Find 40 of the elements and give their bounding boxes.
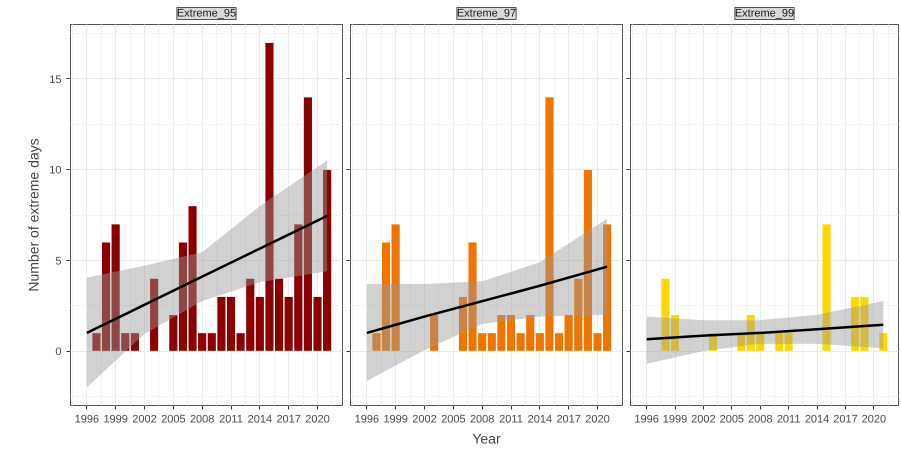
bar [150, 278, 159, 352]
x-tick-label: 2014 [528, 414, 552, 426]
x-tick-label: 2020 [585, 414, 610, 426]
x-tick-label: 2005 [720, 414, 744, 426]
x-tick-label: 2011 [776, 414, 800, 426]
line-series [86, 214, 328, 334]
x-tick-label: 2017 [276, 414, 301, 426]
y-tick-label: 10 [49, 164, 62, 177]
y-axis-title: Number of extreme days [25, 138, 42, 292]
x-tick-label: 1999 [662, 414, 688, 426]
bar [430, 314, 439, 352]
x-tick-label: 1996 [634, 414, 659, 426]
x-tick-label: 2005 [161, 414, 186, 426]
x-tick-label: 1996 [354, 414, 380, 426]
bar [822, 224, 832, 352]
x-tick-label: 2014 [248, 414, 272, 426]
x-tick-label: 1996 [74, 414, 100, 426]
x-tick-label: 2008 [748, 414, 772, 426]
x-tick-label: 1999 [103, 414, 128, 426]
x-tick-label: 2014 [804, 414, 830, 426]
x-tick-label: 2017 [556, 414, 581, 426]
x-tick-label: 2008 [470, 414, 494, 426]
x-tick-label: 2002 [412, 414, 437, 426]
chart-title: Extreme_95 [176, 8, 236, 20]
x-tick-label: 2011 [219, 414, 243, 426]
x-tick-label: 2002 [132, 414, 157, 426]
x-tick-label: 2020 [305, 414, 330, 426]
x-tick-label: 2008 [190, 414, 214, 426]
y-tick-label: 15 [49, 74, 62, 86]
x-tick-label: 2002 [691, 414, 716, 426]
x-tick-label: 1999 [383, 414, 408, 426]
y-tick-label: 0 [55, 346, 62, 358]
y-tick-label: 5 [55, 255, 62, 268]
x-tick-label: 2020 [862, 414, 886, 426]
x-tick-label: 2005 [441, 414, 466, 426]
x-tick-label: 2017 [833, 414, 858, 426]
x-tick-label: 2011 [499, 414, 523, 426]
x-axis-title: Year [472, 430, 501, 446]
chart-title: Extreme_99 [734, 8, 794, 20]
chart-title: Extreme_97 [456, 8, 516, 20]
